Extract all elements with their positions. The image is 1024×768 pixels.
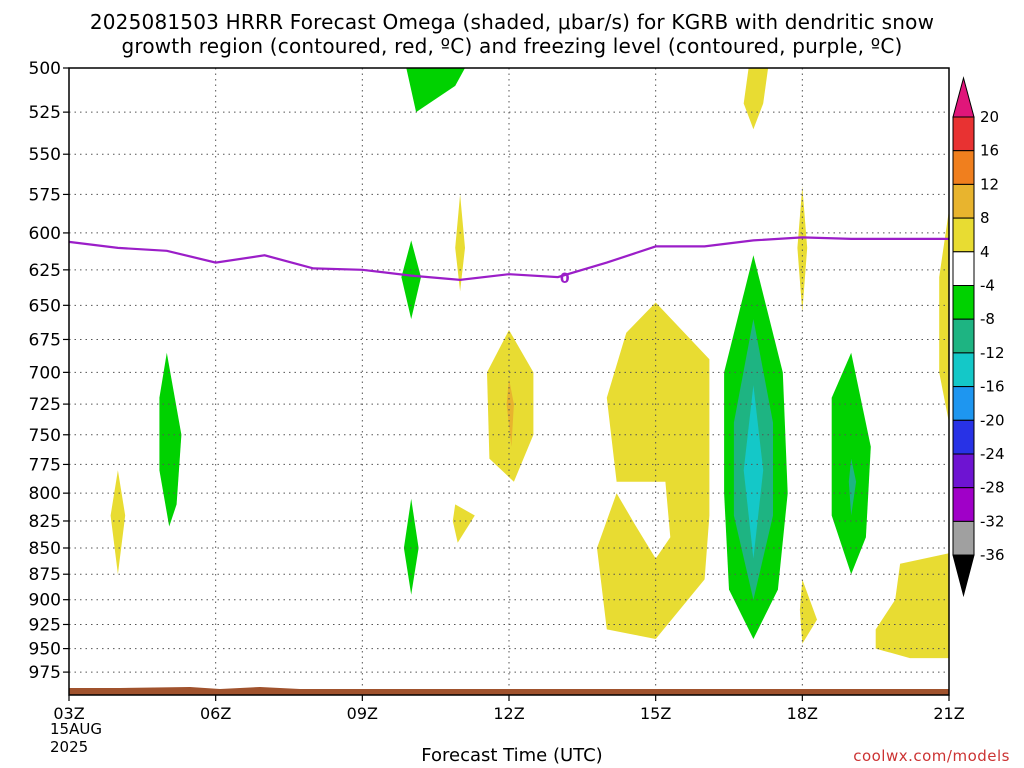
y-tick-label: 600 (29, 224, 61, 244)
colorbar-swatch (952, 116, 975, 152)
colorbar-swatch (952, 318, 975, 354)
date-day: 15AUG (50, 720, 102, 738)
omega-region-14 (743, 385, 764, 559)
freezing-level-line (68, 236, 949, 282)
date-label: 15AUG 2025 (50, 720, 102, 756)
omega-region-5 (403, 498, 419, 595)
colorbar-swatch (952, 352, 975, 388)
omega-region-18 (939, 210, 949, 423)
y-tick-label: 850 (29, 539, 61, 559)
x-tick-label: 12Z (493, 704, 524, 723)
x-axis: 03Z 06Z 09Z 12Z 15Z 18Z 21Z (53, 695, 965, 723)
surface-band (69, 687, 949, 695)
omega-region-1 (159, 352, 182, 527)
x-tick-label: 18Z (787, 704, 818, 723)
colorbar-label: 8 (980, 209, 990, 227)
chart-subtitle: growth region (contoured, red, ºC) and f… (121, 34, 903, 58)
colorbar-label: -28 (980, 479, 1005, 497)
colorbar-swatch (952, 217, 975, 253)
omega-shading (110, 68, 949, 659)
y-tick-label: 500 (29, 59, 61, 79)
colorbar-swatch (952, 520, 975, 556)
x-axis-label: Forecast Time (UTC) (421, 745, 603, 766)
y-tick-label: 550 (29, 145, 61, 165)
colorbar-swatch (952, 251, 975, 287)
y-tick-label: 875 (29, 565, 61, 585)
omega-region-9 (597, 302, 710, 639)
colorbar-label: 12 (980, 175, 999, 193)
y-axis: 500 525 550 575 600 625 650 675 700 725 750 775 800 8… (29, 59, 69, 683)
y-tick-label: 800 (29, 484, 61, 504)
omega-region-8 (506, 378, 514, 447)
x-tick-label: 21Z (933, 704, 964, 723)
y-tick-label: 625 (29, 261, 61, 281)
omega-region-2 (406, 68, 465, 113)
x-tick-label: 03Z (53, 704, 84, 723)
y-tick-label: 650 (29, 296, 61, 316)
colorbar-label: -4 (980, 277, 995, 295)
freezing-level-contour: 0 (68, 236, 949, 287)
omega-region-19 (875, 553, 949, 659)
y-tick-label: 775 (29, 455, 61, 475)
omega-region-3 (401, 240, 421, 320)
surface-terrain (69, 687, 949, 695)
colorbar-label: -32 (980, 512, 1005, 530)
colorbar-swatch (952, 453, 975, 489)
colorbar-label: -36 (980, 546, 1005, 564)
x-tick-label: 09Z (347, 704, 378, 723)
y-tick-label: 575 (29, 185, 61, 205)
y-tick-label: 925 (29, 615, 61, 635)
colorbar-label: -24 (980, 445, 1005, 463)
credit-link[interactable]: coolwx.com/models (853, 747, 1010, 765)
grid-lines (69, 67, 949, 695)
omega-region-17 (848, 458, 857, 516)
y-tick-label: 900 (29, 591, 61, 611)
colorbar-label: -20 (980, 411, 1005, 429)
omega-region-0 (110, 470, 126, 575)
colorbar-label: 16 (980, 142, 999, 160)
colorbar-label: -16 (980, 378, 1005, 396)
colorbar-top-arrow (952, 76, 975, 118)
x-tick-label: 15Z (640, 704, 671, 723)
date-year: 2025 (50, 738, 89, 756)
colorbar-swatch (952, 419, 975, 455)
omega-region-15 (799, 579, 817, 644)
y-tick-label: 975 (29, 663, 61, 683)
omega-region-6 (452, 504, 475, 543)
omega-region-11 (797, 186, 808, 313)
colorbar-swatch (952, 285, 975, 320)
y-tick-label: 950 (29, 640, 61, 660)
colorbar-label: -12 (980, 344, 1005, 362)
colorbar-swatch (952, 150, 975, 185)
colorbar: 20 16 12 8 4 -4 -8 -12 -16 -20 -24 -28 -32 -36 (952, 76, 1005, 598)
y-tick-label: 725 (29, 395, 61, 415)
freezing-level-label: 0 (560, 271, 570, 287)
omega-region-10 (743, 68, 769, 130)
chart-title: 2025081503 HRRR Forecast Omega (shaded, … (89, 10, 935, 34)
colorbar-swatch (952, 183, 975, 219)
x-tick-label: 06Z (200, 704, 231, 723)
colorbar-label: 20 (980, 108, 999, 126)
y-tick-label: 750 (29, 426, 61, 446)
y-tick-label: 825 (29, 512, 61, 532)
y-tick-label: 675 (29, 330, 61, 350)
colorbar-label: 4 (980, 243, 990, 261)
colorbar-label: -8 (980, 310, 995, 328)
omega-region-4 (455, 194, 465, 292)
colorbar-bottom-arrow (952, 554, 975, 598)
colorbar-swatch (952, 386, 975, 421)
y-tick-label: 700 (29, 363, 61, 383)
y-tick-label: 525 (29, 103, 61, 123)
colorbar-swatch (952, 487, 975, 522)
